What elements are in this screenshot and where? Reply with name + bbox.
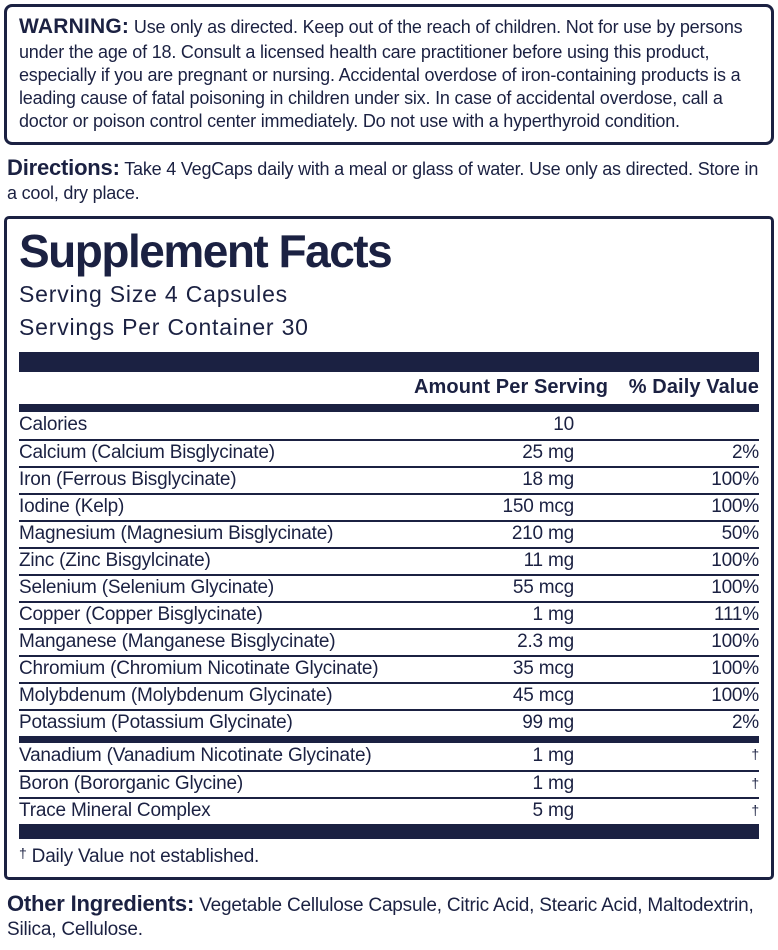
- row-daily-value: 2%: [731, 712, 759, 734]
- warning-box: WARNING: Use only as directed. Keep out …: [4, 4, 774, 145]
- nutrients-group-no-dv: Vanadium (Vanadium Nicotinate Glycinate)…: [19, 743, 759, 824]
- row-name: Zinc (Zinc Bisgylcinate): [19, 550, 211, 572]
- serving-size: Serving Size 4 Capsules: [19, 280, 288, 307]
- table-row: Trace Mineral Complex 5 mg †: [19, 796, 759, 824]
- servings-per-container: Servings Per Container 30: [19, 313, 309, 340]
- divider-bar-top: [19, 351, 759, 372]
- supplement-facts-title: Supplement Facts: [19, 224, 393, 277]
- dagger-icon: †: [751, 745, 759, 762]
- row-name: Manganese (Manganese Bisglycinate): [19, 631, 336, 653]
- dagger-icon: †: [751, 774, 759, 791]
- row-daily-value: 2%: [731, 442, 759, 464]
- table-row: Iodine (Kelp) 150 mcg 100%: [19, 492, 759, 520]
- directions-section: Directions: Take 4 VegCaps daily with a …: [7, 154, 771, 206]
- table-row: Chromium (Chromium Nicotinate Glycinate)…: [19, 654, 759, 682]
- row-name: Vanadium (Vanadium Nicotinate Glycinate): [19, 745, 372, 767]
- row-name: Magnesium (Magnesium Bisglycinate): [19, 523, 334, 545]
- row-name: Potassium (Potassium Glycinate): [19, 712, 293, 734]
- directions-label: Directions:: [7, 154, 120, 180]
- row-name: Iron (Ferrous Bisglycinate): [19, 469, 237, 491]
- row-name: Selenium (Selenium Glycinate): [19, 577, 275, 599]
- table-row: Potassium (Potassium Glycinate) 99 mg 2%: [19, 708, 759, 736]
- other-ingredients-label: Other Ingredients:: [7, 890, 195, 916]
- row-amount: 25 mg: [522, 442, 574, 464]
- nutrients-group-main: Calories 10 Calcium (Calcium Bisglycinat…: [19, 412, 759, 736]
- warning-label: WARNING:: [19, 15, 130, 38]
- table-row: Copper (Copper Bisglycinate) 1 mg 111%: [19, 600, 759, 628]
- table-row: Boron (Bororganic Glycine) 1 mg †: [19, 769, 759, 797]
- row-amount: 55 mcg: [512, 577, 574, 599]
- row-name: Iodine (Kelp): [19, 496, 125, 518]
- other-ingredients-text: Vegetable Cellulose Capsule, Citric Acid…: [7, 894, 754, 941]
- dagger-icon: †: [19, 844, 27, 861]
- row-daily-value: 100%: [711, 577, 759, 599]
- row-name: Boron (Bororganic Glycine): [19, 773, 243, 795]
- row-amount: 150 mcg: [502, 496, 575, 518]
- row-daily-value: 100%: [711, 631, 759, 653]
- footnote-text: Daily Value not established.: [26, 845, 260, 867]
- row-amount: 45 mcg: [512, 685, 574, 707]
- footnote: † Daily Value not established.: [19, 839, 759, 868]
- row-daily-value: 100%: [711, 550, 759, 572]
- row-amount: 210 mg: [511, 523, 574, 545]
- dagger-icon: †: [751, 801, 759, 818]
- table-row: Manganese (Manganese Bisglycinate) 2.3 m…: [19, 627, 759, 655]
- table-row: Iron (Ferrous Bisglycinate) 18 mg 100%: [19, 465, 759, 493]
- row-amount: 1 mg: [532, 773, 575, 795]
- row-name: Calories: [19, 414, 88, 436]
- row-name: Copper (Copper Bisglycinate): [19, 604, 263, 626]
- row-amount: 5 mg: [532, 800, 575, 822]
- warning-text: Use only as directed. Keep out of the re…: [19, 17, 743, 131]
- row-name: Molybdenum (Molybdenum Glycinate): [19, 685, 333, 707]
- table-row: Calcium (Calcium Bisglycinate) 25 mg 2%: [19, 438, 759, 466]
- row-amount: 18 mg: [522, 469, 574, 491]
- row-amount: 1 mg: [532, 604, 575, 626]
- table-row: Magnesium (Magnesium Bisglycinate) 210 m…: [19, 519, 760, 547]
- column-header-amount: Amount Per Serving: [414, 375, 609, 398]
- table-row: Calories 10: [19, 412, 759, 439]
- row-daily-value: 100%: [711, 658, 759, 680]
- divider-bar-bottom: [19, 823, 759, 839]
- row-amount: 99 mg: [522, 712, 574, 734]
- row-amount: 10: [553, 414, 574, 436]
- row-daily-value: 100%: [711, 685, 759, 707]
- divider-bar-middle: [19, 735, 759, 743]
- row-daily-value: 111%: [714, 604, 759, 626]
- row-amount: 1 mg: [532, 745, 575, 767]
- row-name: Calcium (Calcium Bisglycinate): [19, 442, 275, 464]
- row-name: Trace Mineral Complex: [19, 800, 211, 822]
- other-ingredients-section: Other Ingredients: Vegetable Cellulose C…: [7, 890, 771, 943]
- table-row: Selenium (Selenium Glycinate) 55 mcg 100…: [19, 573, 759, 601]
- row-amount: 35 mcg: [512, 658, 574, 680]
- table-row: Molybdenum (Molybdenum Glycinate) 45 mcg…: [19, 681, 759, 709]
- row-daily-value: 100%: [711, 496, 759, 518]
- row-name: Chromium (Chromium Nicotinate Glycinate): [19, 658, 379, 680]
- directions-text: Take 4 VegCaps daily with a meal or glas…: [7, 158, 759, 204]
- table-row: Zinc (Zinc Bisgylcinate) 11 mg 100%: [19, 546, 759, 574]
- row-amount: 11 mg: [523, 550, 575, 572]
- row-daily-value: 100%: [711, 469, 759, 491]
- supplement-facts-panel: Supplement Facts Serving Size 4 Capsules…: [4, 215, 774, 880]
- row-amount: 2.3 mg: [517, 631, 574, 653]
- table-header-row: Amount Per Serving % Daily Value: [19, 372, 759, 404]
- column-header-daily-value: % Daily Value: [628, 375, 759, 398]
- divider-bar-header: [19, 403, 759, 412]
- row-daily-value: 50%: [721, 523, 760, 545]
- table-row: Vanadium (Vanadium Nicotinate Glycinate)…: [19, 743, 759, 770]
